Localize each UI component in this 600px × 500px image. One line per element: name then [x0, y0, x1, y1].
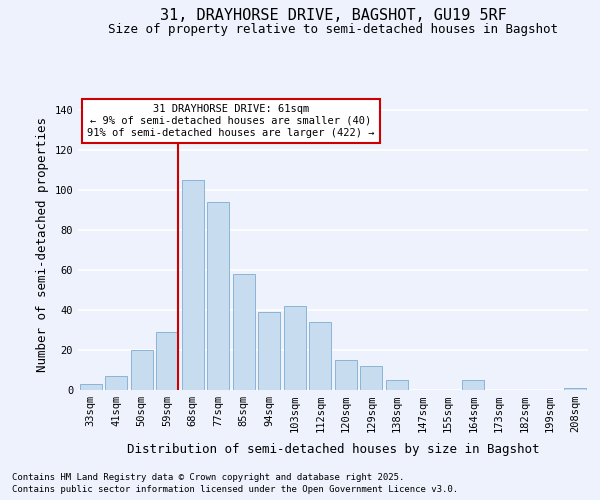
Text: 31, DRAYHORSE DRIVE, BAGSHOT, GU19 5RF: 31, DRAYHORSE DRIVE, BAGSHOT, GU19 5RF	[160, 8, 506, 22]
Bar	[80, 384, 101, 390]
Bar	[565, 388, 586, 390]
Text: 31 DRAYHORSE DRIVE: 61sqm
← 9% of semi-detached houses are smaller (40)
91% of s: 31 DRAYHORSE DRIVE: 61sqm ← 9% of semi-d…	[87, 104, 375, 138]
Y-axis label: Number of semi-detached properties: Number of semi-detached properties	[36, 118, 49, 372]
Bar	[182, 180, 203, 390]
Bar	[259, 312, 280, 390]
Bar	[386, 380, 407, 390]
Text: Size of property relative to semi-detached houses in Bagshot: Size of property relative to semi-detach…	[108, 22, 558, 36]
Text: Contains HM Land Registry data © Crown copyright and database right 2025.: Contains HM Land Registry data © Crown c…	[12, 472, 404, 482]
Bar	[157, 332, 178, 390]
Text: Distribution of semi-detached houses by size in Bagshot: Distribution of semi-detached houses by …	[127, 442, 539, 456]
Bar	[208, 202, 229, 390]
Bar	[463, 380, 484, 390]
Bar	[361, 366, 382, 390]
Bar	[310, 322, 331, 390]
Bar	[284, 306, 305, 390]
Bar	[335, 360, 356, 390]
Bar	[233, 274, 254, 390]
Bar	[131, 350, 152, 390]
Bar	[106, 376, 127, 390]
Text: Contains public sector information licensed under the Open Government Licence v3: Contains public sector information licen…	[12, 485, 458, 494]
